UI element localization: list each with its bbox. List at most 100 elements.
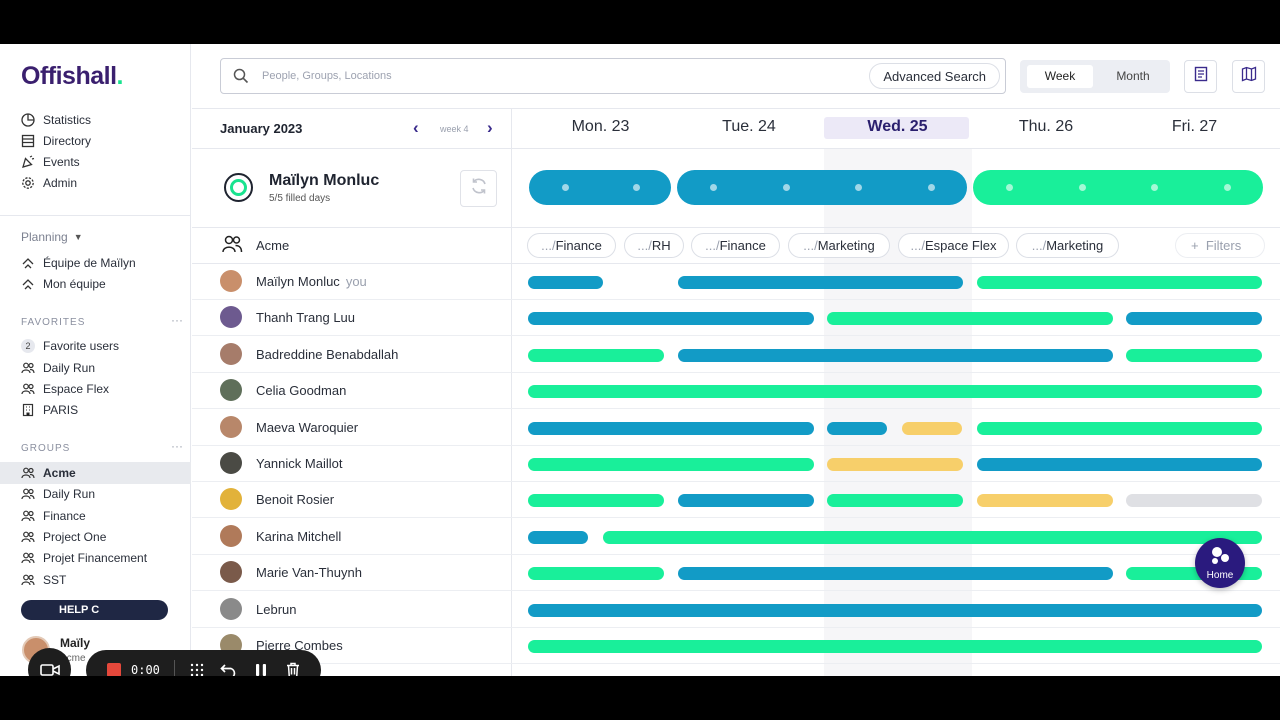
sidebar-group-item[interactable]: Daily Run — [21, 484, 95, 504]
presence-bar[interactable] — [827, 312, 1113, 326]
person-name[interactable]: Karina Mitchell — [256, 529, 341, 544]
presence-bar[interactable] — [528, 458, 814, 471]
sidebar-group-item[interactable]: Acme — [21, 463, 76, 483]
search-bar[interactable]: People, Groups, Locations Advanced Searc… — [220, 58, 1006, 94]
avatar[interactable] — [220, 561, 242, 584]
favorite-espace-flex[interactable]: Espace Flex — [21, 379, 109, 399]
next-week-button[interactable]: › — [487, 118, 493, 137]
prev-week-button[interactable]: ‹ — [413, 118, 419, 137]
sidebar-group-item[interactable]: Project One — [21, 527, 106, 547]
planning-item-mon-equipe[interactable]: Mon équipe — [21, 274, 106, 294]
table-row[interactable]: Lebrun — [192, 592, 1280, 628]
person-name[interactable]: Marie Van-Thuynh — [256, 565, 362, 580]
presence-bar[interactable] — [901, 421, 962, 435]
avatar[interactable] — [220, 488, 242, 511]
presence-bar[interactable] — [528, 494, 664, 508]
planning-item-equipe-mailyn[interactable]: Équipe de Maïlyn — [21, 253, 136, 273]
planning-dropdown[interactable]: Planning ▼ — [21, 230, 83, 244]
avatar[interactable] — [220, 306, 242, 329]
favorites-more-icon[interactable]: ··· — [171, 313, 183, 327]
offishall-logo[interactable]: Offishall. — [21, 62, 124, 90]
presence-bar[interactable] — [677, 567, 1113, 581]
presence-bar[interactable] — [976, 458, 1262, 471]
filters-button[interactable]: + Filters — [1175, 233, 1265, 258]
table-row[interactable]: Yannick Maillot — [192, 446, 1280, 482]
table-row[interactable]: Maïlyn Monluc you — [192, 264, 1280, 300]
person-name[interactable]: Pierre Combes — [256, 638, 343, 653]
map-view-button[interactable] — [1232, 60, 1265, 93]
sidebar-group-item[interactable]: Projet Financement — [21, 548, 147, 568]
groups-more-icon[interactable]: ··· — [171, 439, 183, 453]
table-row[interactable]: Karina Mitchell — [192, 519, 1280, 555]
presence-bar[interactable] — [528, 640, 1262, 653]
advanced-search-button[interactable]: Advanced Search — [869, 63, 1000, 89]
presence-bar[interactable] — [602, 530, 1262, 544]
search-input[interactable]: People, Groups, Locations — [262, 70, 392, 82]
presence-bar[interactable] — [827, 421, 887, 435]
nav-events[interactable]: Events — [21, 152, 80, 172]
table-row[interactable]: Marie Van-Thuynh — [192, 555, 1280, 592]
sidebar-group-item[interactable]: Finance — [21, 506, 86, 526]
presence-bar[interactable] — [677, 348, 1113, 362]
avatar[interactable] — [220, 452, 242, 474]
presence-bar[interactable] — [528, 312, 814, 326]
presence-bar[interactable] — [528, 603, 1262, 617]
location-chip[interactable]: .../Espace Flex — [898, 233, 1009, 258]
person-name[interactable]: Celia Goodman — [256, 383, 346, 398]
list-view-button[interactable] — [1184, 60, 1217, 93]
week-summary-pill[interactable] — [529, 170, 671, 205]
week-view-button[interactable]: Week — [1027, 65, 1093, 88]
month-view-button[interactable]: Month — [1116, 69, 1150, 83]
location-chip[interactable]: .../RH — [624, 233, 684, 258]
presence-bar[interactable] — [677, 276, 963, 289]
undo-icon[interactable] — [219, 660, 239, 676]
camera-button[interactable] — [28, 648, 71, 676]
home-fab-button[interactable]: Home — [1195, 538, 1245, 588]
favorite-paris[interactable]: PARIS — [21, 400, 78, 420]
avatar[interactable] — [220, 597, 242, 620]
week-summary-pill[interactable] — [677, 170, 967, 205]
sidebar-group-item[interactable]: SST — [21, 570, 66, 590]
presence-bar[interactable] — [1126, 494, 1262, 508]
presence-bar[interactable] — [528, 276, 603, 289]
day-header[interactable]: Thu. 26 — [1018, 118, 1074, 135]
table-row[interactable]: Thanh Trang Luu — [192, 300, 1280, 337]
avatar[interactable] — [220, 524, 242, 547]
presence-bar[interactable] — [528, 567, 664, 581]
presence-bar[interactable] — [1126, 348, 1262, 362]
presence-bar[interactable] — [827, 494, 963, 508]
table-row[interactable]: Badreddine Benabdallah — [192, 337, 1280, 373]
table-row[interactable]: Pierre Combes — [192, 628, 1280, 664]
week-summary-pill[interactable] — [973, 170, 1263, 205]
location-chip[interactable]: .../Finance — [691, 233, 780, 258]
person-name[interactable]: Maïlyn Monluc you — [256, 274, 367, 289]
avatar[interactable] — [220, 379, 242, 402]
presence-bar[interactable] — [1126, 312, 1262, 326]
favorite-users[interactable]: 2 Favorite users — [21, 336, 119, 356]
presence-bar[interactable] — [827, 458, 963, 471]
favorite-daily-run[interactable]: Daily Run — [21, 358, 95, 378]
nav-directory[interactable]: Directory — [21, 131, 91, 151]
table-row[interactable]: Celia Goodman — [192, 373, 1280, 410]
location-chip[interactable]: .../Finance — [527, 233, 616, 258]
person-name[interactable]: Thanh Trang Luu — [256, 310, 355, 325]
location-chip[interactable]: .../Marketing — [1016, 233, 1119, 258]
presence-bar[interactable] — [976, 276, 1262, 289]
table-row[interactable]: Maeva Waroquier — [192, 410, 1280, 446]
trash-icon[interactable] — [283, 660, 303, 676]
avatar[interactable] — [220, 342, 242, 365]
avatar[interactable] — [220, 270, 242, 292]
presence-bar[interactable] — [528, 530, 588, 544]
presence-bar[interactable] — [528, 421, 814, 435]
presence-bar[interactable] — [677, 494, 814, 508]
presence-bar[interactable] — [976, 494, 1113, 508]
day-header[interactable]: Fri. 27 — [1171, 118, 1218, 135]
day-header[interactable]: Tue. 24 — [722, 118, 776, 135]
presence-bar[interactable] — [528, 348, 664, 362]
nav-admin[interactable]: Admin — [21, 173, 77, 193]
location-chip[interactable]: .../Marketing — [788, 233, 890, 258]
table-row[interactable]: Benoit Rosier — [192, 482, 1280, 519]
refresh-button[interactable] — [460, 170, 497, 207]
person-name[interactable]: Badreddine Benabdallah — [256, 347, 398, 362]
presence-bar[interactable] — [976, 421, 1262, 435]
